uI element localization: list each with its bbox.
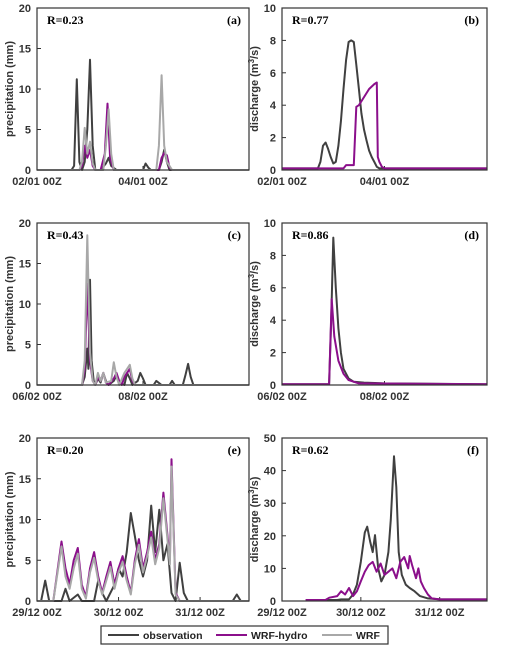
y-tick-label: 0: [270, 380, 276, 392]
chart-panel-f: 0 10 20 30 40 50 29/12 00Z 30/12 00Z 31/12 00Z di…: [247, 433, 488, 619]
x-tick-label: 31/12 00Z: [175, 607, 225, 619]
y-tick-label: 5: [25, 125, 31, 137]
series-line-observation: [37, 504, 249, 602]
y-tick-label: 8: [270, 250, 276, 262]
panel-letter: (b): [464, 13, 479, 27]
x-tick-label: 06/02 00Z: [12, 391, 62, 403]
y-tick-label: 20: [19, 218, 31, 230]
legend: observation WRF-hydro WRF: [100, 625, 389, 645]
y-tick-label: 0: [270, 596, 276, 608]
y-tick-label: 0: [270, 165, 276, 177]
r-value-label: R=0.62: [292, 443, 329, 457]
y-tick-label: 15: [19, 44, 31, 56]
y-tick-label: 20: [19, 3, 31, 15]
panel-letter: (f): [467, 443, 479, 457]
chart-panel-a: 0 5 10 15 20 02/01 00Z 04/01 00Z precipitation …: [4, 3, 250, 188]
y-tick-label: 20: [19, 433, 31, 445]
r-value-label: R=0.23: [47, 13, 84, 27]
y-axis-label: discharge (m3/s): [247, 261, 261, 347]
series-line-observation: [282, 39, 487, 170]
series-line-wrf-hydro: [305, 555, 487, 601]
plot-frame: [36, 437, 250, 602]
chart-panel-c: 0 5 10 15 20 06/02 00Z 08/02 00Z precipitation …: [4, 218, 250, 403]
y-tick-label: 5: [25, 340, 31, 352]
x-tick-label: 02/01 00Z: [12, 176, 62, 188]
plot-frame: [36, 7, 250, 171]
series-line-observation: [37, 58, 249, 171]
panel-letter: (d): [464, 228, 479, 242]
x-tick-label: 30/12 00Z: [336, 607, 386, 619]
y-tick-label: 15: [19, 474, 31, 486]
y-tick-label: 4: [270, 100, 277, 112]
series-line-wrf-hydro: [37, 102, 249, 171]
x-tick-label: 30/12 00Z: [94, 607, 144, 619]
plot-frame: [281, 222, 488, 386]
y-tick-label: 50: [264, 433, 276, 445]
r-value-label: R=0.20: [47, 443, 84, 457]
series-line-wrf: [37, 465, 249, 602]
series-line-wrf-hydro: [37, 458, 249, 602]
y-tick-label: 10: [19, 84, 31, 96]
x-tick-label: 08/02 00Z: [360, 391, 410, 403]
r-value-label: R=0.86: [292, 228, 329, 242]
y-tick-label: 6: [270, 283, 276, 295]
chart-panel-d: 0 2 4 6 8 10 06/02 00Z 08/02 00Z discharge (m3/s…: [247, 218, 488, 403]
x-tick-label: 08/02 00Z: [118, 391, 168, 403]
plot-frame: [281, 7, 488, 171]
series-line-wrf-hydro: [37, 282, 249, 386]
series-line-wrf: [37, 74, 249, 171]
x-tick-label: 06/02 00Z: [257, 391, 307, 403]
x-tick-label: 29/12 00Z: [12, 607, 62, 619]
r-value-label: R=0.43: [47, 228, 84, 242]
panel-letter: (a): [227, 13, 241, 27]
series-line-wrf-hydro: [282, 81, 487, 170]
y-tick-label: 30: [264, 498, 276, 510]
y-axis-label: precipitation (mm): [4, 256, 16, 352]
series-line-observation: [305, 455, 487, 601]
y-axis-label: precipitation (mm): [4, 471, 16, 567]
plot-frame: [281, 437, 488, 602]
panel-letter: (e): [228, 443, 241, 457]
y-tick-label: 20: [264, 531, 276, 543]
y-tick-label: 2: [270, 133, 276, 145]
y-tick-label: 10: [264, 3, 276, 15]
series-line-observation: [37, 278, 249, 386]
y-tick-label: 0: [25, 596, 31, 608]
panel-letter: (c): [228, 228, 241, 242]
y-tick-label: 0: [25, 380, 31, 392]
y-tick-label: 10: [19, 299, 31, 311]
y-axis-label: discharge (m3/s): [247, 46, 261, 132]
r-value-label: R=0.77: [292, 13, 329, 27]
x-tick-label: 02/01 00Z: [257, 176, 307, 188]
chart-panel-b: 0 2 4 6 8 10 02/01 00Z 04/01 00Z discharge (m3/s…: [247, 3, 488, 188]
legend-label-observation: observation: [143, 630, 203, 642]
y-tick-label: 8: [270, 35, 276, 47]
y-axis-label: discharge (m3/s): [247, 476, 261, 562]
y-tick-label: 0: [25, 165, 31, 177]
y-axis-label: precipitation (mm): [4, 41, 16, 137]
y-tick-label: 10: [264, 563, 276, 575]
x-tick-label: 04/01 00Z: [360, 176, 410, 188]
y-tick-label: 4: [270, 315, 277, 327]
y-tick-label: 2: [270, 348, 276, 360]
series-line-wrf: [37, 234, 249, 386]
y-tick-label: 10: [264, 218, 276, 230]
series-line-observation: [282, 236, 488, 386]
y-tick-label: 40: [264, 466, 276, 478]
y-tick-label: 5: [25, 555, 31, 567]
y-tick-label: 15: [19, 259, 31, 271]
legend-label-wrf-hydro: WRF-hydro: [251, 630, 308, 642]
legend-label-wrf: WRF: [356, 630, 380, 642]
y-tick-label: 6: [270, 68, 276, 80]
x-tick-label: 04/01 00Z: [118, 176, 168, 188]
plot-frame: [36, 222, 250, 386]
series-line-wrf-hydro: [282, 298, 488, 386]
x-tick-label: 31/12 00Z: [415, 607, 465, 619]
y-tick-label: 10: [19, 515, 31, 527]
x-tick-label: 29/12 00Z: [257, 607, 307, 619]
chart-panel-e: 0 5 10 15 20 29/12 00Z 30/12 00Z 31/12 00Z preci…: [4, 433, 250, 619]
